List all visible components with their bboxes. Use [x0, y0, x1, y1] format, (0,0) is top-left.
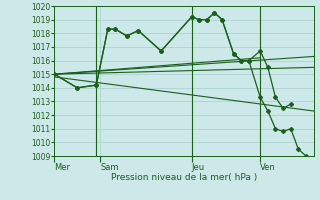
X-axis label: Pression niveau de la mer( hPa ): Pression niveau de la mer( hPa ) [111, 173, 257, 182]
